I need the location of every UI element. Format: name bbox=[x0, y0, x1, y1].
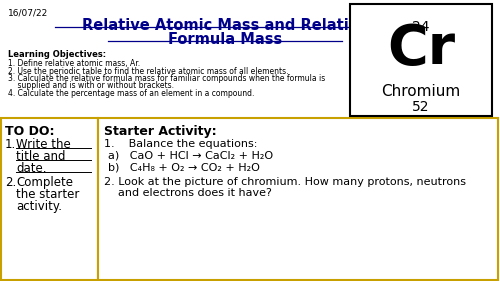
Text: the starter: the starter bbox=[16, 188, 80, 201]
Text: 1. Define relative atomic mass, Ar.: 1. Define relative atomic mass, Ar. bbox=[8, 59, 140, 68]
Text: Learning Objectives:: Learning Objectives: bbox=[8, 50, 106, 59]
Text: Relative Atomic Mass and Relative: Relative Atomic Mass and Relative bbox=[82, 18, 368, 33]
Text: 2. Look at the picture of chromium. How many protons, neutrons: 2. Look at the picture of chromium. How … bbox=[104, 177, 466, 187]
Text: title and: title and bbox=[16, 150, 66, 163]
Text: TO DO:: TO DO: bbox=[5, 125, 54, 138]
Text: 3. Calculate the relative formula mass for familiar compounds when the formula i: 3. Calculate the relative formula mass f… bbox=[8, 74, 325, 83]
Text: 16/07/22: 16/07/22 bbox=[8, 8, 48, 17]
Text: 4. Calculate the percentage mass of an element in a compound.: 4. Calculate the percentage mass of an e… bbox=[8, 89, 254, 98]
FancyBboxPatch shape bbox=[1, 118, 98, 280]
Text: and electrons does it have?: and electrons does it have? bbox=[104, 188, 272, 198]
Text: 52: 52 bbox=[412, 100, 430, 114]
Text: 1.    Balance the equations:: 1. Balance the equations: bbox=[104, 139, 258, 149]
Text: Complete: Complete bbox=[16, 176, 73, 189]
Text: 24: 24 bbox=[412, 20, 430, 34]
Text: b)   C₄H₈ + O₂ → CO₂ + H₂O: b) C₄H₈ + O₂ → CO₂ + H₂O bbox=[108, 163, 260, 173]
Text: a)   CaO + HCl → CaCl₂ + H₂O: a) CaO + HCl → CaCl₂ + H₂O bbox=[108, 151, 273, 161]
Text: Chromium: Chromium bbox=[382, 84, 460, 99]
Text: Write the: Write the bbox=[16, 138, 71, 151]
FancyBboxPatch shape bbox=[98, 118, 498, 280]
Text: Cr: Cr bbox=[387, 22, 455, 76]
Text: supplied and is with or without brackets.: supplied and is with or without brackets… bbox=[8, 81, 174, 90]
FancyBboxPatch shape bbox=[350, 4, 492, 116]
Text: 2.: 2. bbox=[5, 176, 16, 189]
Text: 1.: 1. bbox=[5, 138, 16, 151]
Text: 2. Use the periodic table to find the relative atomic mass of all elements.: 2. Use the periodic table to find the re… bbox=[8, 67, 288, 76]
Text: activity.: activity. bbox=[16, 200, 62, 213]
Text: date.: date. bbox=[16, 162, 46, 175]
Text: Formula Mass: Formula Mass bbox=[168, 32, 282, 47]
Text: Starter Activity:: Starter Activity: bbox=[104, 125, 216, 138]
